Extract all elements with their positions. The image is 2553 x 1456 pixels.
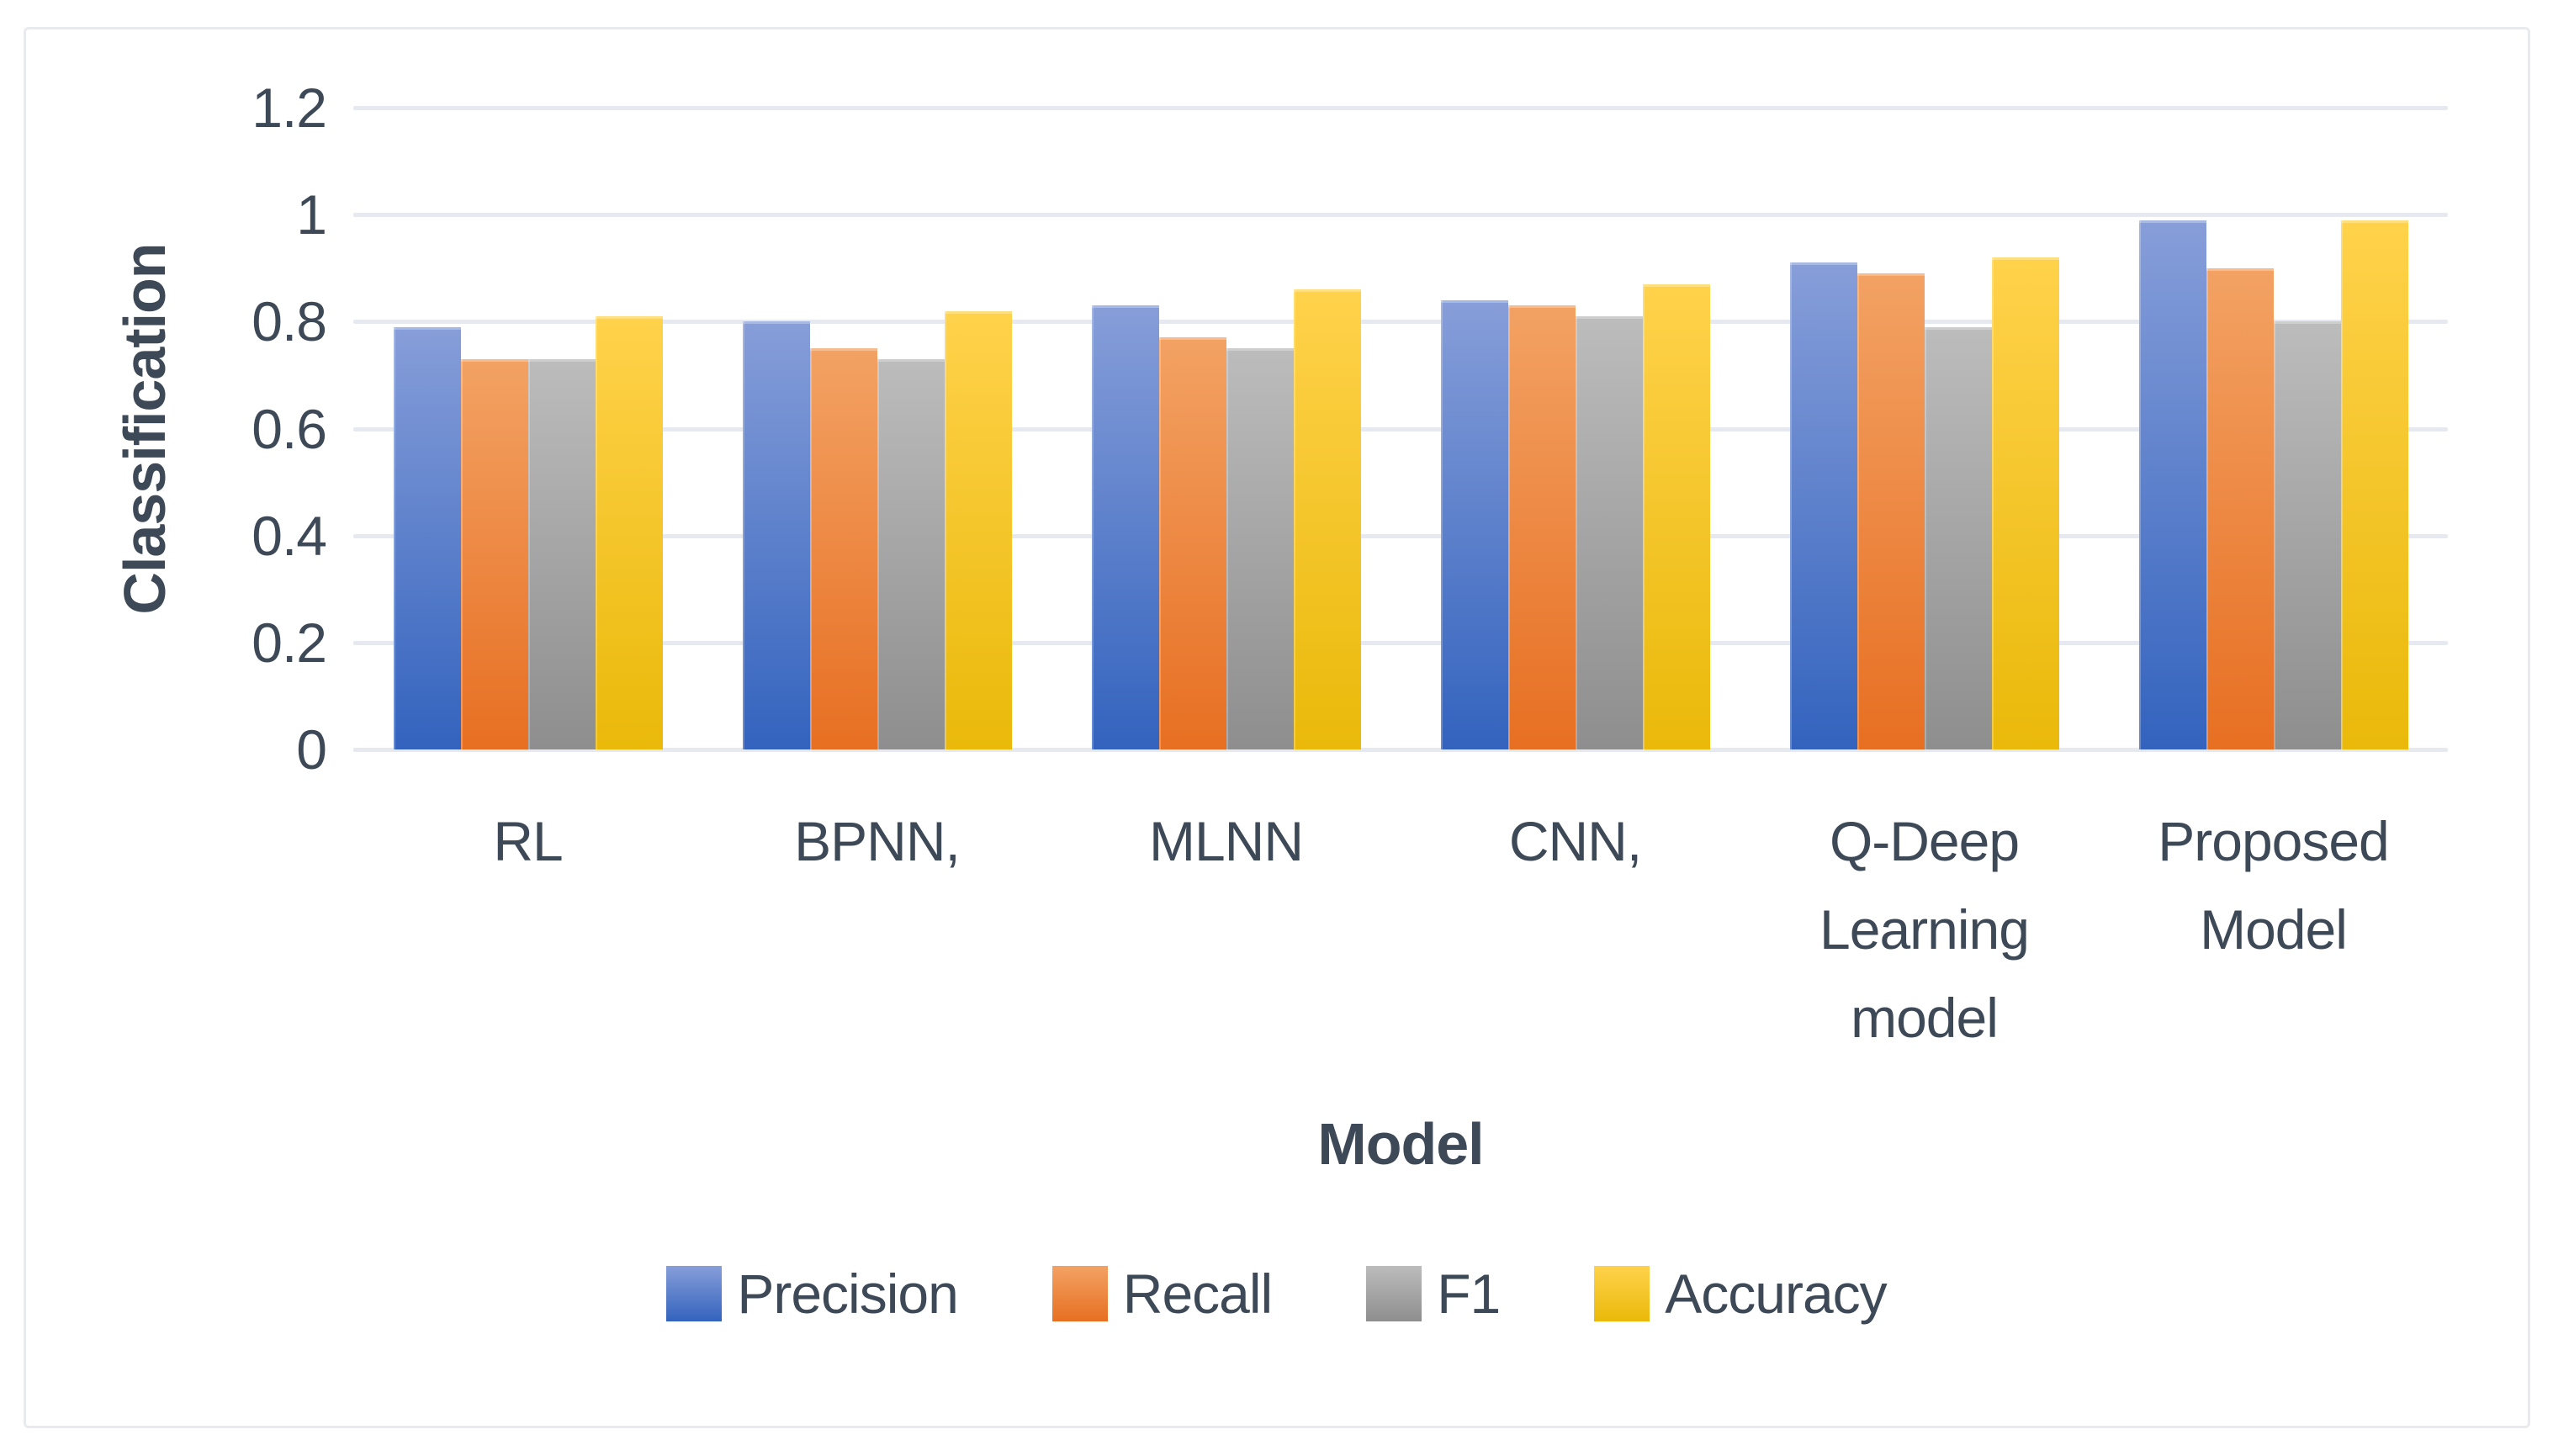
category-label-cell: BPNN, bbox=[702, 797, 1051, 1062]
bar bbox=[2206, 268, 2274, 749]
bar bbox=[945, 311, 1012, 749]
bar bbox=[2274, 321, 2341, 749]
legend-label: Recall bbox=[1122, 1263, 1273, 1325]
bar bbox=[1643, 284, 1710, 749]
y-axis-tick-label: 0.6 bbox=[252, 398, 327, 460]
bar bbox=[1092, 305, 1159, 749]
category-label: RL bbox=[493, 810, 563, 872]
x-axis-title: Model bbox=[1317, 1111, 1484, 1177]
gridline bbox=[353, 641, 2448, 645]
bar bbox=[810, 348, 877, 749]
bar bbox=[461, 359, 528, 749]
gridline bbox=[353, 748, 2448, 752]
bar bbox=[2139, 220, 2206, 749]
y-axis-tick-label: 0.8 bbox=[252, 290, 327, 352]
legend: Precision Recall F1 Accuracy bbox=[0, 1266, 2553, 1321]
bar bbox=[1508, 305, 1576, 749]
plot-area bbox=[353, 106, 2448, 752]
legend-label: Accuracy bbox=[1665, 1263, 1887, 1325]
y-axis-tick-label: 0 bbox=[296, 718, 327, 781]
bar bbox=[1992, 257, 2059, 749]
bar bbox=[528, 359, 596, 749]
x-axis-category-labels: RL BPNN, MLNN CNN, Q-Deep Learning model Prop… bbox=[353, 797, 2448, 1062]
gridline bbox=[353, 427, 2448, 432]
category-label: Q-Deep Learning model bbox=[1819, 810, 2030, 1049]
gridline bbox=[353, 106, 2448, 110]
bars-layer bbox=[353, 108, 2448, 749]
y-axis-tick-label: 0.4 bbox=[252, 505, 327, 567]
legend-item: Recall bbox=[1051, 1263, 1273, 1325]
bar bbox=[1441, 300, 1508, 749]
legend-label: Precision bbox=[737, 1263, 958, 1325]
category-label: Proposed Model bbox=[2158, 810, 2390, 961]
legend-swatch bbox=[1051, 1266, 1108, 1321]
bar bbox=[1925, 327, 1992, 749]
category-label: CNN, bbox=[1508, 810, 1642, 872]
legend-swatch bbox=[666, 1266, 723, 1321]
y-axis-tick-label: 1 bbox=[296, 183, 327, 246]
legend-swatch bbox=[1366, 1266, 1422, 1321]
bar bbox=[1576, 316, 1643, 749]
legend-label: F1 bbox=[1437, 1263, 1501, 1325]
legend-item: Precision bbox=[666, 1263, 959, 1325]
gridline bbox=[353, 213, 2448, 217]
bar bbox=[1159, 337, 1226, 749]
category-label: MLNN bbox=[1148, 810, 1304, 872]
category-label: BPNN, bbox=[794, 810, 961, 872]
gridline bbox=[353, 534, 2448, 538]
bar bbox=[1294, 289, 1361, 749]
category-label-cell: Proposed Model bbox=[2099, 797, 2448, 1062]
category-label-cell: Q-Deep Learning model bbox=[1750, 797, 2099, 1062]
bar bbox=[394, 327, 461, 749]
legend-item: Accuracy bbox=[1594, 1263, 1888, 1325]
legend-item: F1 bbox=[1366, 1263, 1501, 1325]
category-label-cell: MLNN bbox=[1051, 797, 1401, 1062]
bar bbox=[2341, 220, 2408, 749]
y-axis-tick-label: 1.2 bbox=[252, 77, 327, 139]
bar bbox=[743, 321, 810, 749]
bar bbox=[1226, 348, 1294, 749]
bar bbox=[1790, 262, 1857, 749]
category-label-cell: RL bbox=[353, 797, 702, 1062]
gridlines-layer bbox=[353, 106, 2448, 752]
bar bbox=[1857, 273, 1925, 749]
bar bbox=[596, 316, 663, 749]
gridline bbox=[353, 320, 2448, 324]
legend-swatch bbox=[1594, 1266, 1650, 1321]
y-axis-tick-label: 0.2 bbox=[252, 612, 327, 674]
bar bbox=[877, 359, 945, 749]
category-label-cell: CNN, bbox=[1401, 797, 1750, 1062]
